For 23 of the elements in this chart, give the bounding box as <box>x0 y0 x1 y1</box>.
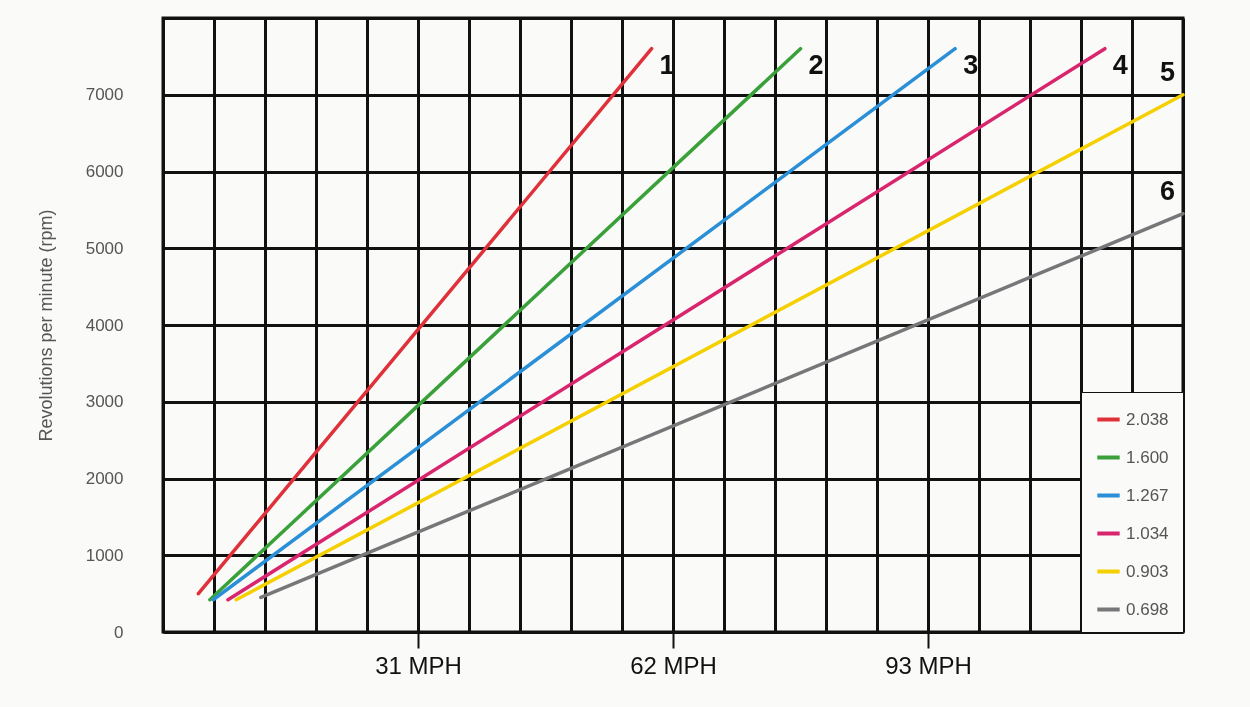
annotation: 3 <box>963 49 979 80</box>
annotation: 5 <box>1159 56 1175 87</box>
legend-label: 2.038 <box>1126 409 1169 429</box>
legend-label: 0.903 <box>1126 561 1169 581</box>
y-tick-label: 3000 <box>85 392 124 412</box>
annotation: 6 <box>1159 175 1175 206</box>
legend-label: 1.034 <box>1126 523 1169 543</box>
legend-label: 1.600 <box>1126 447 1169 467</box>
y-axis-title: Revolutions per minute (rpm) <box>35 209 56 442</box>
x-tick-label: 93 MPH <box>885 651 972 679</box>
annotation: 2 <box>808 49 824 80</box>
y-tick-label: 1000 <box>85 545 124 565</box>
y-tick-label: 2000 <box>85 469 124 488</box>
y-tick-label: 4000 <box>85 315 124 335</box>
y-tick-label: 5000 <box>85 238 124 258</box>
y-tick-label: 0 <box>114 622 124 642</box>
x-tick-label: 31 MPH <box>375 651 462 679</box>
y-tick-label: 6000 <box>85 162 124 181</box>
x-tick-label: 62 MPH <box>630 651 717 679</box>
legend-label: 0.698 <box>1126 599 1169 619</box>
y-tick-label: 7000 <box>85 85 124 105</box>
annotation: 4 <box>1112 49 1128 80</box>
legend-label: 1.267 <box>1126 485 1169 505</box>
